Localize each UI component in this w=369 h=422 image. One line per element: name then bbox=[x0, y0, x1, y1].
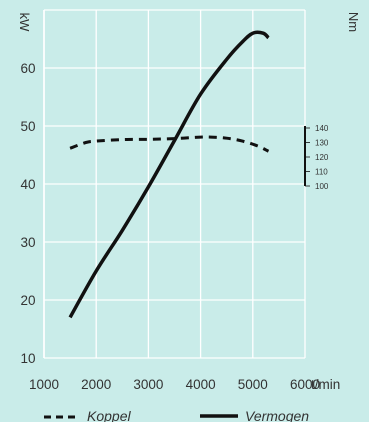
x-tick-label-6000: 6000 bbox=[290, 377, 320, 392]
legend-vermogen-label: Vermogen bbox=[245, 408, 309, 422]
y-tick-label-50: 50 bbox=[20, 119, 35, 134]
series-line-koppel bbox=[69, 135, 270, 153]
x-axis-unit: t/min bbox=[311, 377, 340, 392]
x-tick-label-1000: 1000 bbox=[29, 377, 59, 392]
y-tick-label-60: 60 bbox=[20, 61, 35, 76]
x-tick-label-3000: 3000 bbox=[133, 377, 163, 392]
right-tick-label-120: 120 bbox=[315, 153, 329, 162]
series-line-vermogen bbox=[68, 30, 270, 319]
tick-labels: 10 20 30 40 50 60 1000 2000 3000 4000 5000 6000 bbox=[20, 61, 320, 392]
right-tick-label-130: 130 bbox=[315, 139, 329, 148]
legend: Koppel Vermogen bbox=[44, 408, 309, 422]
y-tick-label-20: 20 bbox=[20, 293, 35, 308]
right-axis-unit: Nm bbox=[346, 12, 361, 32]
y-tick-label-40: 40 bbox=[20, 177, 35, 192]
legend-koppel-label: Koppel bbox=[87, 408, 131, 422]
y-tick-label-10: 10 bbox=[20, 351, 35, 366]
x-tick-label-2000: 2000 bbox=[81, 377, 111, 392]
series-lines bbox=[68, 30, 270, 319]
left-axis-unit: kW bbox=[17, 13, 32, 33]
right-axis: 140 130 120 110 100 bbox=[304, 124, 329, 191]
x-tick-label-4000: 4000 bbox=[186, 377, 216, 392]
right-tick-label-110: 110 bbox=[315, 168, 328, 177]
right-tick-label-100: 100 bbox=[315, 182, 329, 191]
chart-grid bbox=[43, 9, 306, 359]
y-tick-label-30: 30 bbox=[20, 235, 35, 250]
right-tick-label-140: 140 bbox=[315, 124, 329, 133]
x-tick-label-5000: 5000 bbox=[238, 377, 268, 392]
